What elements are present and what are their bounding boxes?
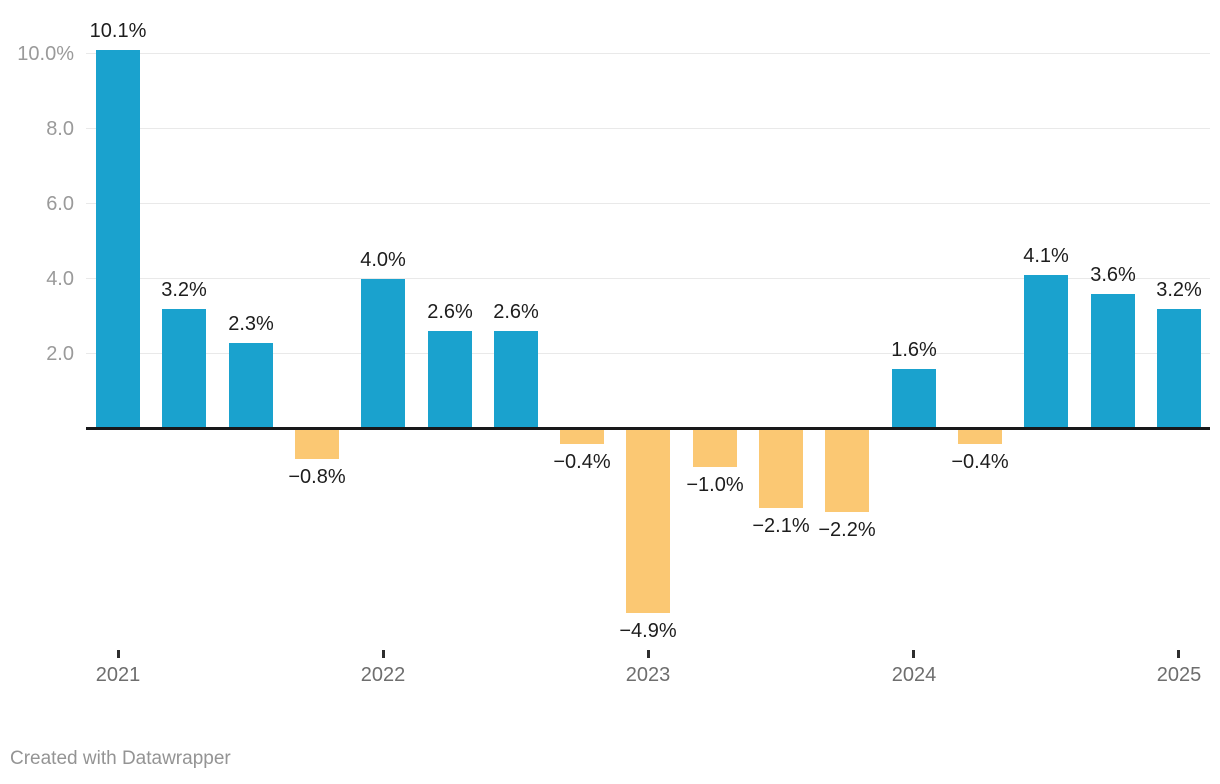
bar[interactable] bbox=[494, 331, 538, 429]
value-label: −0.4% bbox=[553, 451, 611, 473]
y-axis-label: 6.0 bbox=[46, 193, 74, 215]
bar[interactable] bbox=[759, 429, 803, 508]
value-label: 2.6% bbox=[427, 301, 473, 323]
credit-text: Created with Datawrapper bbox=[10, 748, 231, 769]
x-axis-label: 2021 bbox=[95, 664, 141, 686]
bar[interactable] bbox=[560, 429, 604, 444]
x-axis-label: 2022 bbox=[360, 664, 406, 686]
bar[interactable] bbox=[693, 429, 737, 467]
x-axis-tick bbox=[382, 650, 385, 658]
value-label: −2.1% bbox=[752, 515, 810, 537]
bar[interactable] bbox=[428, 331, 472, 429]
value-label: −2.2% bbox=[818, 519, 876, 541]
bar[interactable] bbox=[892, 369, 936, 429]
value-label: 3.6% bbox=[1090, 264, 1136, 286]
y-axis-label: 4.0 bbox=[46, 268, 74, 290]
x-axis-label: 2023 bbox=[625, 664, 671, 686]
y-axis-label: 10.0% bbox=[17, 43, 74, 65]
bar[interactable] bbox=[162, 309, 206, 429]
value-label: 10.1% bbox=[89, 20, 147, 42]
bar[interactable] bbox=[295, 429, 339, 459]
y-axis-label: 2.0 bbox=[46, 343, 74, 365]
x-axis-label: 2025 bbox=[1156, 664, 1202, 686]
bar[interactable] bbox=[96, 50, 140, 429]
value-label: −0.8% bbox=[288, 466, 346, 488]
value-label: 3.2% bbox=[161, 279, 207, 301]
gridline bbox=[86, 128, 1210, 129]
x-axis-tick bbox=[912, 650, 915, 658]
gridline bbox=[86, 203, 1210, 204]
gridline bbox=[86, 278, 1210, 279]
bar[interactable] bbox=[361, 279, 405, 429]
value-label: −4.9% bbox=[619, 620, 677, 642]
bar[interactable] bbox=[626, 429, 670, 613]
bar[interactable] bbox=[1024, 275, 1068, 429]
x-axis-tick bbox=[117, 650, 120, 658]
value-label: 1.6% bbox=[891, 339, 937, 361]
bar[interactable] bbox=[825, 429, 869, 512]
gridline bbox=[86, 353, 1210, 354]
x-axis-tick bbox=[647, 650, 650, 658]
bar[interactable] bbox=[1091, 294, 1135, 429]
value-label: −1.0% bbox=[686, 474, 744, 496]
value-label: 2.6% bbox=[493, 301, 539, 323]
x-axis-line bbox=[86, 427, 1210, 430]
bar[interactable] bbox=[1157, 309, 1201, 429]
value-label: 2.3% bbox=[228, 313, 274, 335]
value-label: −0.4% bbox=[951, 451, 1009, 473]
value-label: 3.2% bbox=[1156, 279, 1202, 301]
x-axis-tick bbox=[1177, 650, 1180, 658]
gridline bbox=[86, 53, 1210, 54]
bar[interactable] bbox=[958, 429, 1002, 444]
value-label: 4.0% bbox=[360, 249, 406, 271]
value-label: 4.1% bbox=[1023, 245, 1069, 267]
y-axis-label: 8.0 bbox=[46, 118, 74, 140]
x-axis-label: 2024 bbox=[891, 664, 937, 686]
bar[interactable] bbox=[229, 343, 273, 429]
